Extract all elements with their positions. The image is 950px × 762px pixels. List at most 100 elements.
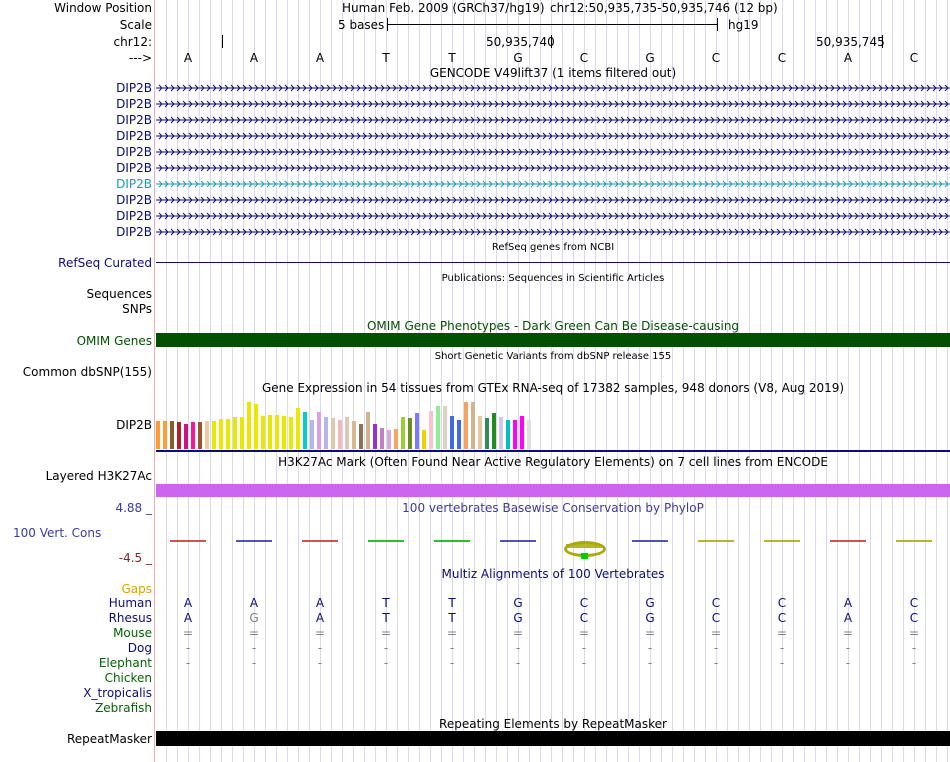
gtex-tissue-bar[interactable] [212,421,216,449]
gtex-tissue-bar[interactable] [324,417,328,449]
gencode-transcript-line[interactable] [156,193,950,207]
gtex-tissue-bar[interactable] [401,417,405,449]
position-range[interactable]: chr12:50,935,735-50,935,746 (12 bp) [550,1,778,15]
gtex-tissue-bar[interactable] [471,402,475,449]
gencode-item-label[interactable]: DIP2B [116,129,152,143]
gtex-tissue-bar[interactable] [415,413,419,449]
phylop-score-mark[interactable] [368,540,404,542]
publications-track-title[interactable]: Publications: Sequences in Scientific Ar… [441,273,665,284]
gtex-tissue-bar[interactable] [506,420,510,449]
gtex-tissue-bar[interactable] [177,422,181,449]
gtex-tissue-bar[interactable] [380,428,384,449]
gencode-transcript-line[interactable] [156,225,950,239]
gtex-tissue-bar[interactable] [338,420,342,449]
gtex-tissue-bar[interactable] [170,421,174,449]
gtex-tissue-bar[interactable] [331,418,335,449]
gtex-tissue-bar[interactable] [289,417,293,449]
gtex-tissue-bar[interactable] [345,417,349,449]
repeatmasker-element-bar[interactable] [156,731,950,746]
gtex-tissue-bar[interactable] [513,420,517,449]
gtex-tissue-bar[interactable] [191,422,195,449]
gtex-tissue-bar[interactable] [156,421,160,449]
multiz-track-title[interactable]: Multiz Alignments of 100 Vertebrates [441,567,665,581]
gtex-tissue-bar[interactable] [240,417,244,449]
gtex-tissue-bar[interactable] [303,412,307,449]
gtex-tissue-bar[interactable] [429,411,433,449]
gencode-item-label[interactable]: DIP2B [116,209,152,223]
gtex-tissue-bar[interactable] [485,418,489,449]
multiz-species-label[interactable]: Human [108,596,152,610]
gtex-tissue-bar[interactable] [436,406,440,449]
phylop-score-mark[interactable] [434,540,470,542]
gtex-tissue-bar[interactable] [359,424,363,449]
h3k27ac-track-title[interactable]: H3K27Ac Mark (Often Found Near Active Re… [278,455,828,469]
gtex-tissue-bar[interactable] [527,420,531,449]
gtex-tissue-bar[interactable] [373,424,377,449]
gencode-item-label[interactable]: DIP2B [116,161,152,175]
gencode-transcript-line[interactable] [156,97,950,111]
multiz-species-label[interactable]: Rhesus [108,611,152,625]
gtex-tissue-bar[interactable] [394,429,398,449]
phylop-score-mark[interactable] [632,540,668,542]
gtex-tissue-bar[interactable] [387,430,391,449]
gtex-tissue-bar[interactable] [254,404,258,449]
gtex-tissue-bar[interactable] [492,413,496,449]
gtex-tissue-bar[interactable] [422,430,426,449]
refseq-track-title[interactable]: RefSeq genes from NCBI [491,242,615,253]
multiz-species-label[interactable]: Dog [127,641,152,655]
gencode-item-label[interactable]: DIP2B [116,81,152,95]
multiz-species-label[interactable]: X_tropicalis [83,686,152,700]
gtex-track-title[interactable]: Gene Expression in 54 tissues from GTEx … [261,381,845,395]
gtex-expression-chart[interactable] [156,396,556,449]
gtex-tissue-bar[interactable] [478,416,482,449]
gtex-tissue-bar[interactable] [233,417,237,449]
omim-track-label[interactable]: OMIM Genes [76,334,152,348]
gtex-tissue-bar[interactable] [282,416,286,449]
gtex-tissue-bar[interactable] [457,420,461,449]
phylop-point-mark[interactable] [581,553,588,559]
multiz-species-label[interactable]: Elephant [98,656,152,670]
gtex-tissue-bar[interactable] [275,415,279,449]
phylop-score-mark[interactable] [236,540,272,542]
gtex-tissue-bar[interactable] [226,419,230,449]
phylop-score-mark[interactable] [170,540,206,542]
gtex-tissue-bar[interactable] [247,402,251,449]
gtex-tissue-bar[interactable] [198,422,202,449]
gtex-tissue-bar[interactable] [366,412,370,449]
multiz-species-label[interactable]: Mouse [113,626,152,640]
gencode-track-title[interactable]: GENCODE V49lift37 (1 items filtered out) [429,66,677,80]
gencode-transcript-line[interactable] [156,81,950,95]
multiz-species-label[interactable]: Zebrafish [95,701,152,715]
dbsnp-track-title[interactable]: Short Genetic Variants from dbSNP releas… [434,351,672,362]
dbsnp-track-label[interactable]: Common dbSNP(155) [22,365,152,379]
h3k27ac-signal-bar[interactable] [156,484,950,497]
phylop-score-mark[interactable] [830,540,866,542]
gtex-tissue-bar[interactable] [450,416,454,449]
gencode-item-label[interactable]: DIP2B [116,113,152,127]
gtex-tissue-bar[interactable] [205,421,209,449]
gtex-tissue-bar[interactable] [296,408,300,449]
phylop-score-mark[interactable] [764,540,800,542]
gtex-tissue-bar[interactable] [219,419,223,449]
gencode-transcript-line[interactable] [156,209,950,223]
gencode-transcript-line[interactable] [156,161,950,175]
gencode-item-label[interactable]: DIP2B [116,177,152,191]
gtex-tissue-bar[interactable] [499,417,503,449]
gencode-transcript-line[interactable] [156,129,950,143]
gtex-tissue-bar[interactable] [163,421,167,449]
gencode-item-label[interactable]: DIP2B [116,225,152,239]
omim-gene-bar[interactable] [156,333,950,347]
gtex-tissue-bar[interactable] [268,415,272,449]
sequences-track-label[interactable]: Sequences [86,287,152,301]
phylop-score-mark[interactable] [500,540,536,542]
h3k27ac-track-label[interactable]: Layered H3K27Ac [45,469,152,483]
gencode-item-label[interactable]: DIP2B [116,193,152,207]
gencode-transcript-line[interactable] [156,177,950,191]
gencode-item-label[interactable]: DIP2B [116,97,152,111]
phylop-track-title[interactable]: 100 vertebrates Basewise Conservation by… [402,501,704,515]
gencode-item-label[interactable]: DIP2B [116,145,152,159]
gtex-gene-line[interactable] [156,450,950,452]
repeatmasker-track-title[interactable]: Repeating Elements by RepeatMasker [439,717,667,731]
gtex-tissue-bar[interactable] [184,424,188,449]
gtex-tissue-bar[interactable] [464,402,468,449]
